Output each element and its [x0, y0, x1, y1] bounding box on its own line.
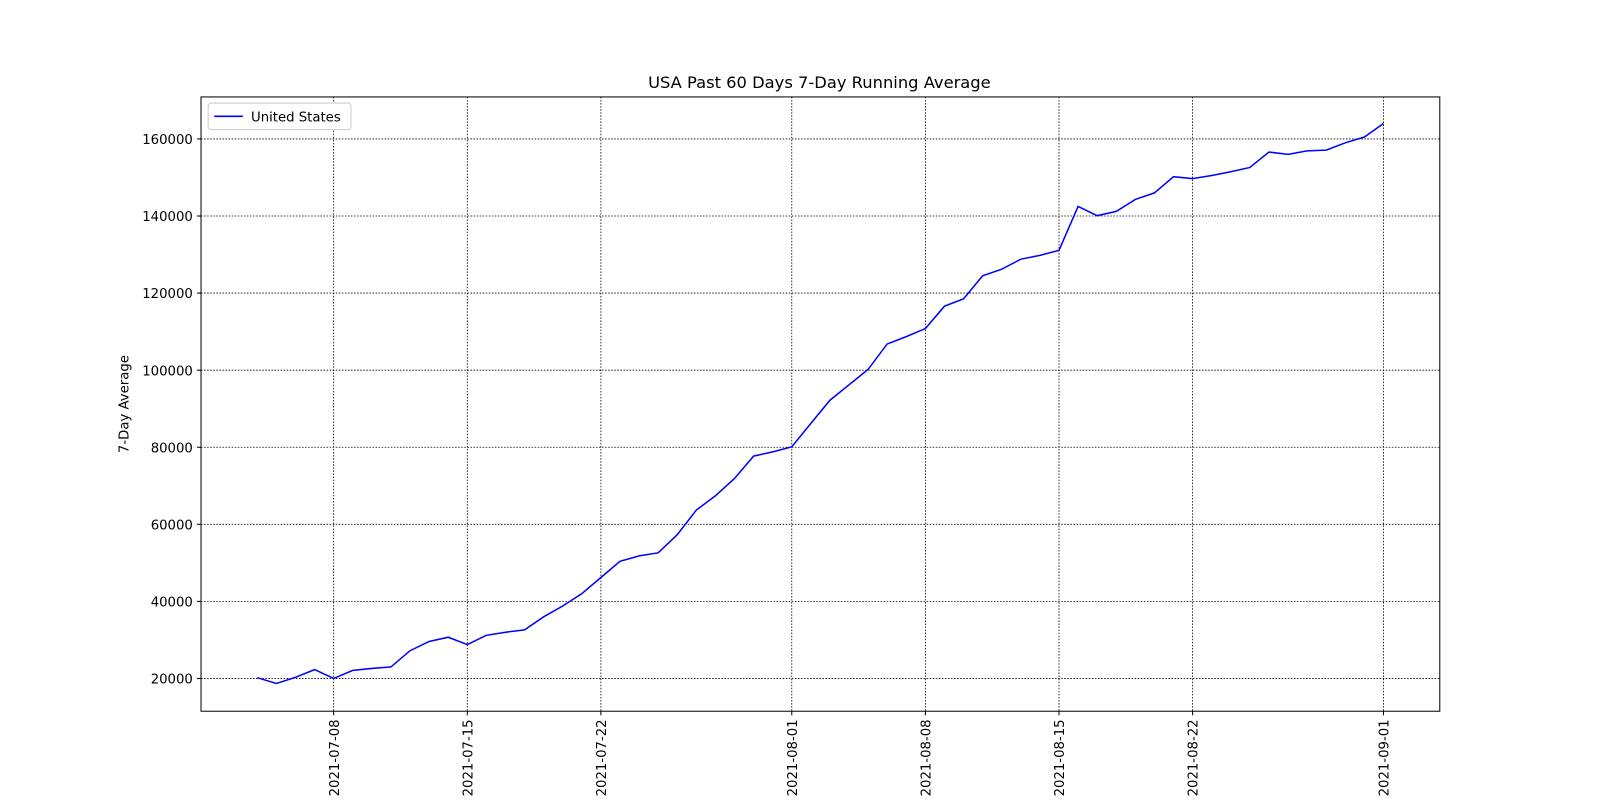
plot-frame	[200, 96, 1441, 712]
legend-label: United States	[251, 110, 341, 125]
chart-title: USA Past 60 Days 7-Day Running Average	[648, 73, 991, 92]
x-tick-label: 2021-08-08	[919, 719, 934, 796]
y-tick-label: 120000	[142, 287, 193, 302]
y-tick-label: 140000	[142, 210, 193, 225]
y-tick-label: 80000	[151, 441, 193, 456]
x-tick-label: 2021-08-22	[1187, 719, 1202, 796]
x-tick-label: 2021-08-15	[1053, 719, 1068, 796]
y-tick-label: 20000	[151, 673, 193, 688]
y-tick-label: 60000	[151, 518, 193, 533]
y-tick-label: 160000	[142, 133, 193, 148]
x-tick-label: 2021-07-08	[328, 719, 343, 796]
x-tick-label: 2021-08-01	[786, 719, 801, 796]
line-series	[257, 122, 1384, 685]
x-tick-label: 2021-07-22	[595, 719, 610, 796]
legend-box	[207, 102, 352, 131]
y-tick-label: 40000	[151, 595, 193, 610]
x-tick-label: 2021-07-15	[461, 719, 476, 796]
y-axis-label: 7-Day Average	[118, 355, 133, 453]
y-tick-label: 100000	[142, 364, 193, 379]
x-tick-label: 2021-09-01	[1378, 719, 1393, 796]
